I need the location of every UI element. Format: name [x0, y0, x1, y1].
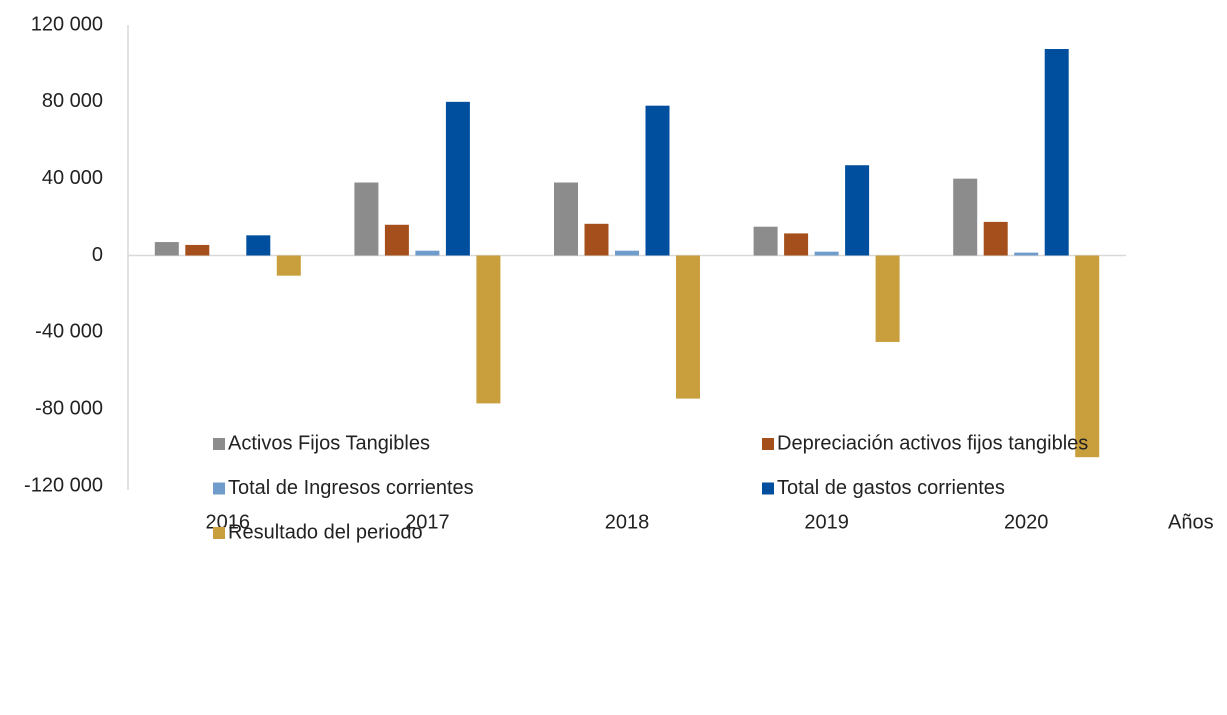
bar	[185, 244, 210, 256]
bar	[784, 233, 809, 256]
legend-swatch	[762, 438, 774, 450]
x-tick-label: 2019	[804, 511, 849, 533]
bar	[584, 223, 609, 256]
legend-label: Depreciación activos fijos tangibles	[777, 432, 1088, 454]
y-tick-label: 40 000	[42, 167, 103, 189]
bar	[445, 101, 470, 256]
legend-swatch	[762, 482, 774, 495]
y-tick-label: 80 000	[42, 90, 103, 112]
bar	[1075, 255, 1100, 458]
legend-label: Resultado del periodo	[228, 521, 423, 543]
x-tick-label: 2018	[605, 511, 650, 533]
y-tick-label: 120 000	[31, 13, 103, 35]
y-tick-label: -120 000	[24, 474, 103, 496]
bar	[476, 255, 501, 404]
bar	[676, 255, 700, 399]
bar	[615, 250, 639, 256]
x-tick-label: 2020	[1004, 511, 1049, 533]
x-tick-label: 2017	[405, 511, 450, 533]
legend-label: Total de gastos corrientes	[777, 477, 1005, 499]
bar	[953, 178, 978, 256]
legend-label: Activos Fijos Tangibles	[228, 432, 430, 454]
bar	[246, 235, 271, 256]
bar	[983, 221, 1008, 256]
y-tick-label: -80 000	[35, 397, 103, 419]
bar	[875, 255, 900, 342]
legend-swatch	[213, 527, 225, 539]
legend-swatch	[213, 482, 225, 495]
bar	[645, 105, 670, 256]
bar	[1014, 252, 1039, 256]
x-axis-label: Años	[1168, 511, 1214, 533]
bar	[276, 255, 301, 276]
y-tick-label: 0	[92, 244, 103, 266]
bar	[415, 250, 440, 256]
bar	[154, 242, 179, 256]
legend-swatch	[213, 438, 225, 450]
y-tick-label: -40 000	[35, 321, 103, 343]
legend-label: Total de Ingresos corrientes	[228, 477, 474, 499]
bar	[384, 224, 409, 256]
bar	[845, 165, 870, 256]
bar	[814, 251, 839, 256]
bar	[1044, 49, 1069, 256]
bar	[753, 226, 778, 256]
bar	[554, 182, 578, 256]
bar	[354, 182, 379, 256]
